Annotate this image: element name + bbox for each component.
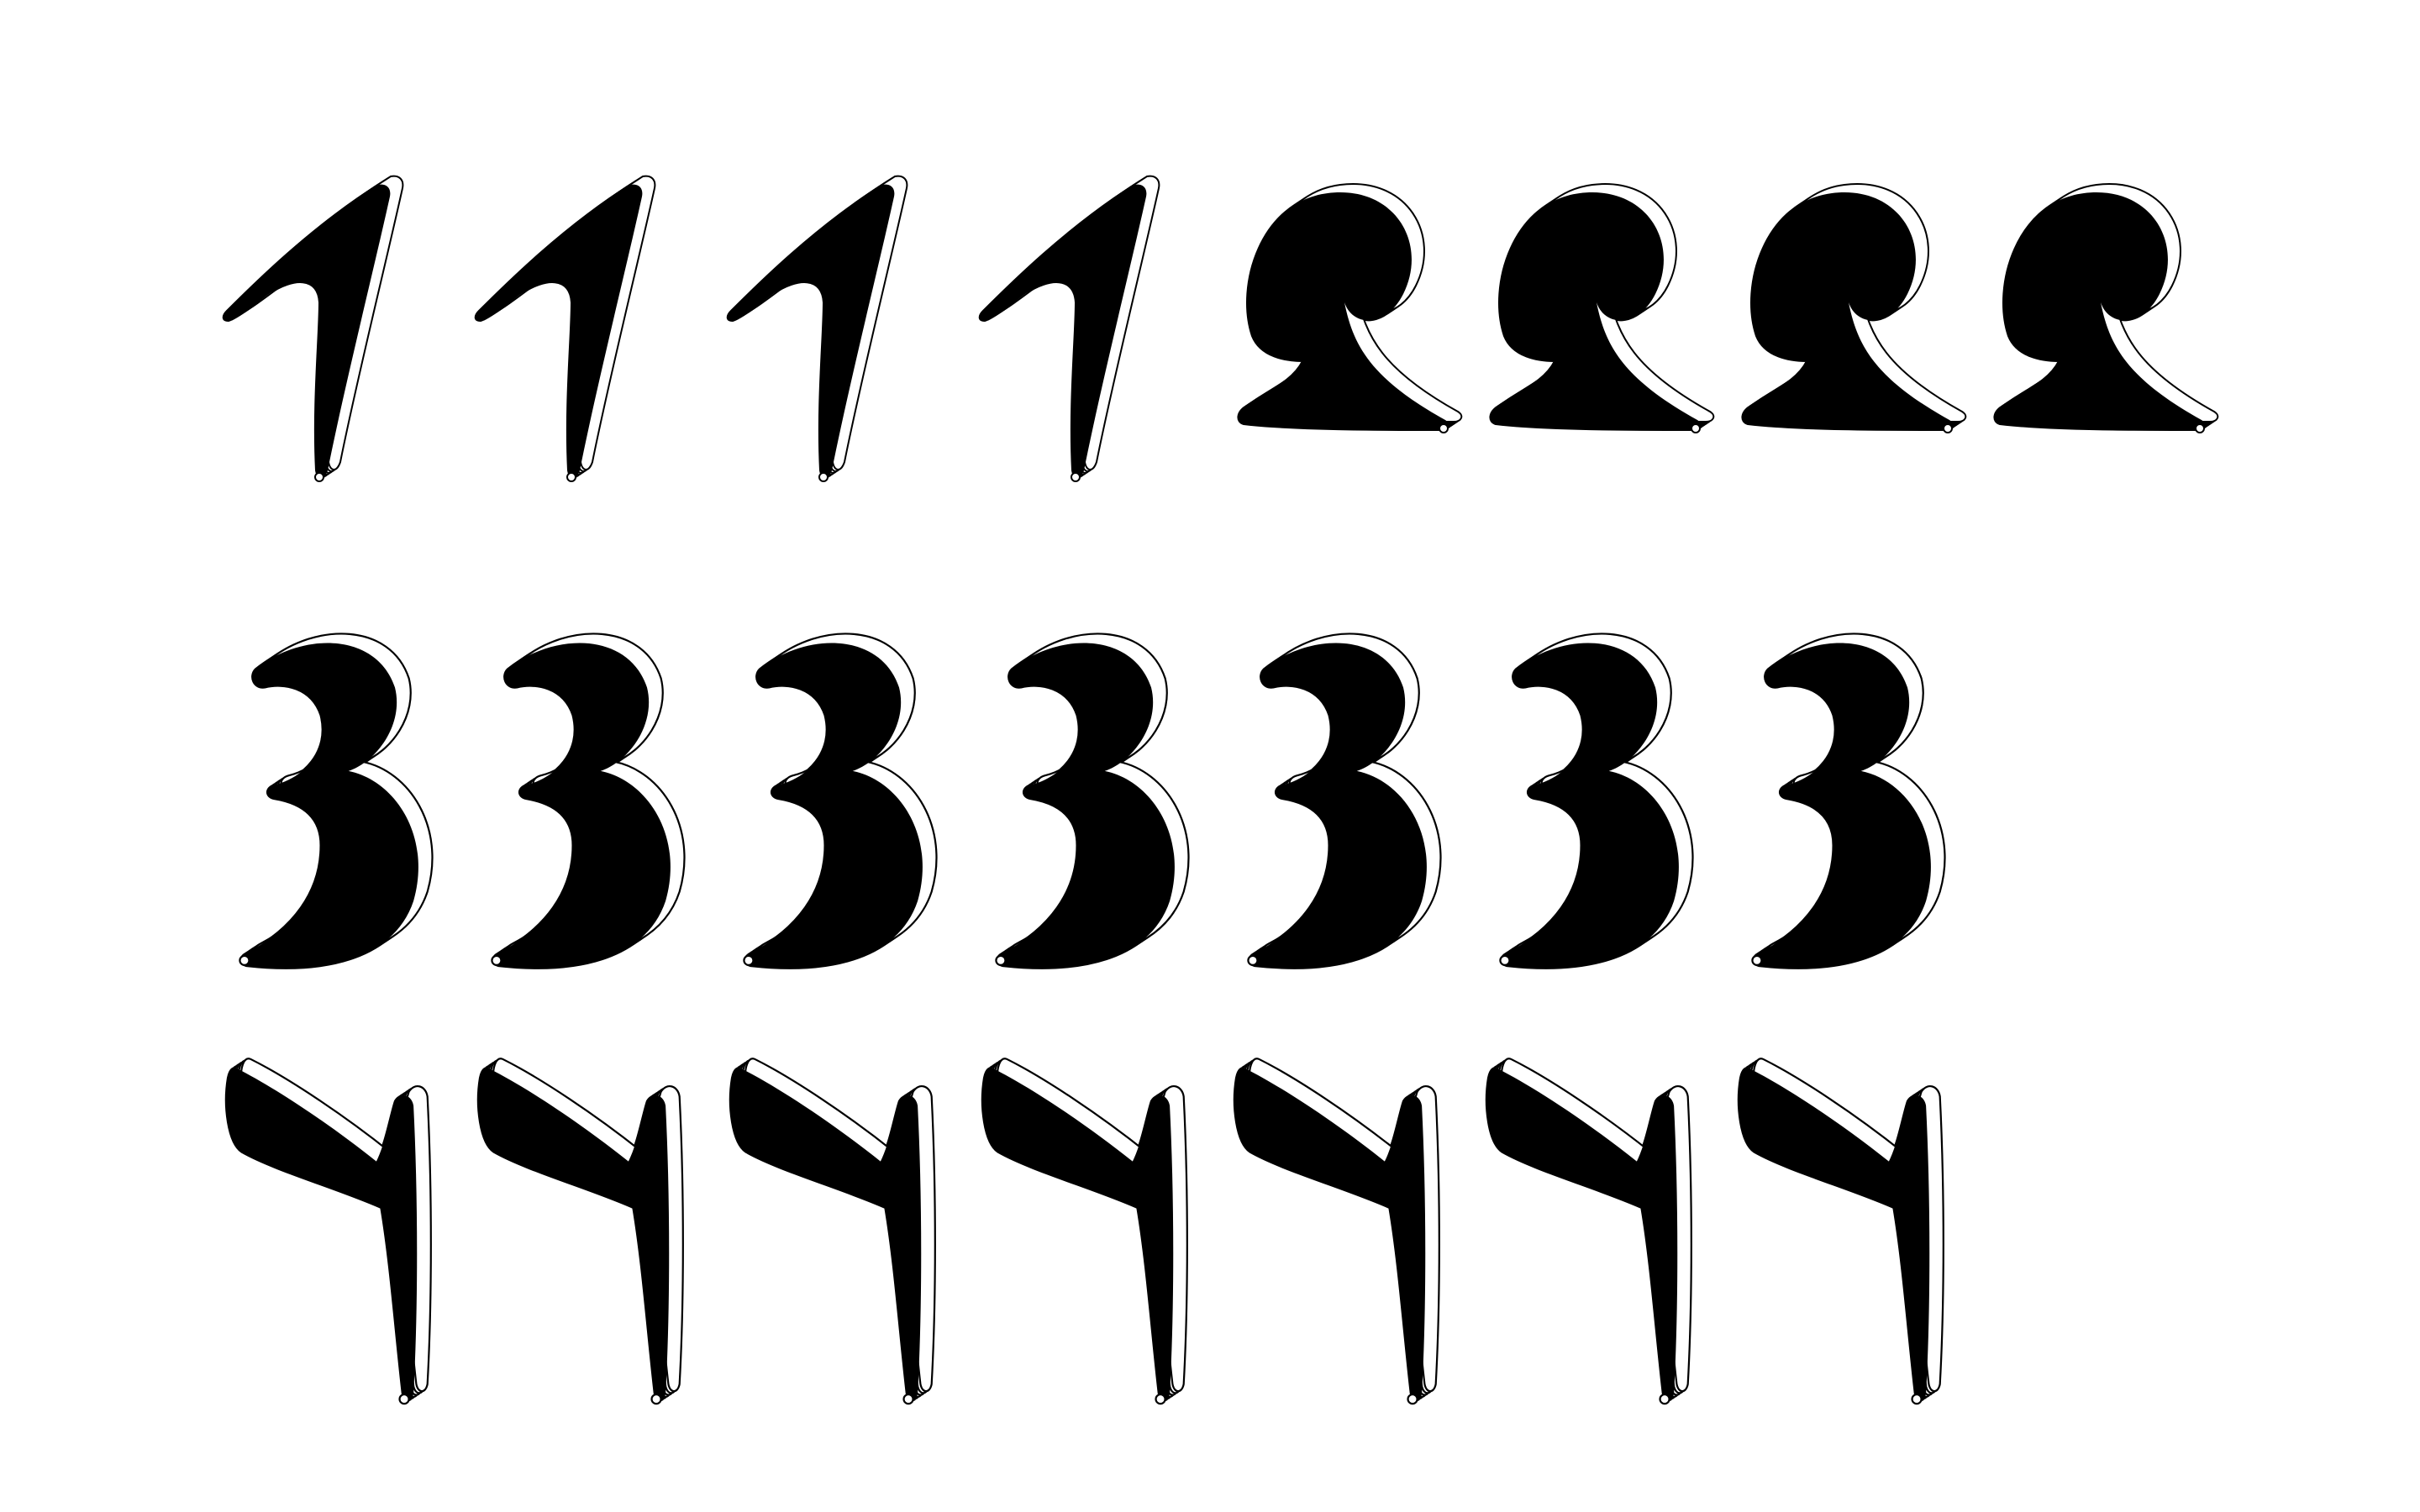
glyph-body (1738, 1068, 1930, 1401)
glyph-start-dot (995, 954, 1007, 966)
glyph-2-variant-1 (1237, 183, 1463, 433)
glyph-start-dot (743, 954, 755, 966)
glyph-body (223, 184, 391, 478)
glyph-2-variant-4 (1993, 183, 2219, 433)
glyph-body (1490, 192, 1702, 430)
glyph-body (1501, 643, 1679, 969)
glyph-start-dot (1071, 472, 1081, 482)
glyph-start-dot (566, 472, 576, 482)
glyph-4-variant-4 (981, 1058, 1188, 1405)
glyph-body (1249, 643, 1427, 969)
glyph-body (1742, 192, 1954, 430)
glyph-3-variant-6 (1499, 633, 1694, 969)
glyph-start-dot (1439, 423, 1449, 433)
glyph-body (1753, 643, 1931, 969)
glyph-start-dot (1691, 423, 1701, 433)
glyph-4-variant-1 (224, 1058, 432, 1405)
glyph-start-dot (1499, 954, 1511, 966)
glyph-start-dot (1247, 954, 1259, 966)
glyph-2-variant-2 (1489, 183, 1715, 433)
glyph-start-dot (1155, 1393, 1166, 1405)
glyph-body (225, 1068, 418, 1401)
glyph-1-variant-4 (978, 175, 1160, 482)
glyph-body (475, 184, 643, 478)
glyph-body (981, 1068, 1174, 1401)
glyph-3-variant-3 (743, 633, 938, 969)
glyph-body (1486, 1068, 1678, 1401)
glyph-body (729, 1068, 922, 1401)
glyph-start-dot (1407, 1393, 1418, 1405)
glyph-3-variant-1 (239, 633, 434, 969)
glyph-4-variant-5 (1233, 1058, 1440, 1405)
glyph-3-variant-7 (1751, 633, 1946, 969)
glyph-body (997, 643, 1175, 969)
glyph-body (744, 643, 923, 969)
glyph-body (727, 184, 895, 478)
glyph-body (477, 1068, 670, 1401)
glyph-start-dot (1659, 1393, 1670, 1405)
glyph-body (240, 643, 418, 969)
glyph-body (492, 643, 671, 969)
glyph-body (1238, 192, 1449, 430)
glyph-start-dot (2195, 423, 2205, 433)
glyph-start-dot (1943, 423, 1953, 433)
glyph-body (979, 184, 1147, 478)
glyph-4-variant-2 (476, 1058, 684, 1405)
glyph-3-variant-5 (1247, 633, 1442, 969)
glyph-start-dot (398, 1393, 410, 1405)
glyph-body (1994, 192, 2206, 430)
glyph-4-variant-7 (1737, 1058, 1944, 1405)
glyph-3-variant-2 (491, 633, 686, 969)
glyph-start-dot (818, 472, 829, 482)
glyph-start-dot (650, 1393, 662, 1405)
glyph-1-variant-2 (474, 175, 656, 482)
glyph-4-variant-6 (1485, 1058, 1692, 1405)
glyph-1-variant-1 (222, 175, 404, 482)
glyph-4-variant-3 (729, 1058, 936, 1405)
glyph-start-dot (239, 954, 250, 966)
glyph-start-dot (902, 1393, 914, 1405)
glyph-start-dot (1911, 1393, 1923, 1405)
glyph-grid (222, 175, 2219, 1405)
glyph-body (1234, 1068, 1426, 1401)
glyph-1-variant-3 (726, 175, 908, 482)
glyph-3-variant-4 (995, 633, 1190, 969)
glyph-start-dot (1751, 954, 1763, 966)
glyph-2-variant-3 (1741, 183, 1967, 433)
glyph-start-dot (491, 954, 502, 966)
glyph-start-dot (314, 472, 324, 482)
